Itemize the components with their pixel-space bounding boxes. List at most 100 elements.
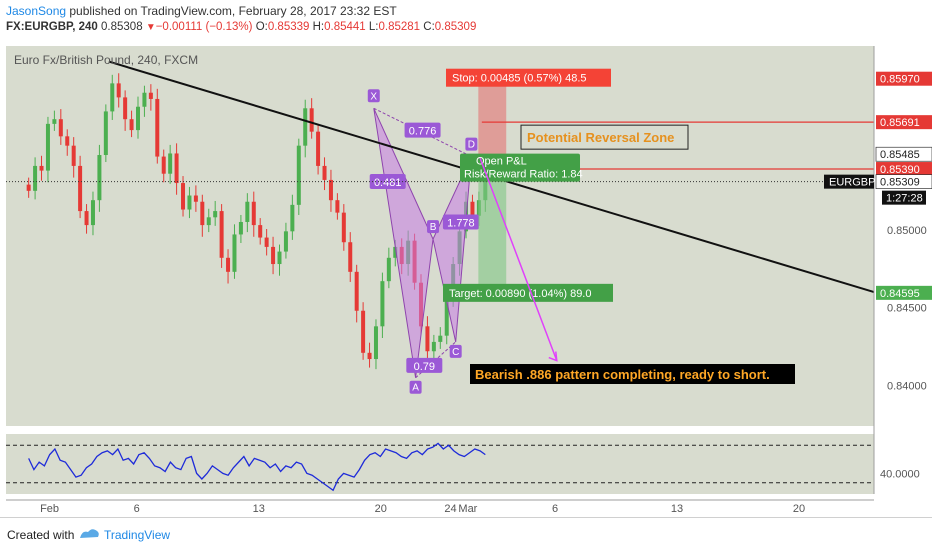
candle-body [335, 200, 340, 213]
high-label: H: [312, 21, 325, 33]
projection-arrow-line [479, 157, 558, 361]
pattern-point-label: A [409, 380, 422, 394]
price-label-bg [876, 71, 932, 86]
candle-body [373, 326, 378, 360]
candle-body [116, 83, 121, 98]
pattern-ratio-text: 0.79 [414, 361, 435, 373]
candle-body [367, 352, 372, 360]
price-tick-label: 0.84000 [887, 381, 927, 393]
price-label-text: 0.85691 [880, 117, 920, 129]
projection-arrow-head-icon [548, 351, 558, 362]
candle-body [213, 211, 218, 218]
low-label: L: [368, 21, 379, 33]
publish-line: JasonSong published on TradingView.com, … [6, 4, 397, 18]
candle-body [296, 145, 301, 205]
pattern-point-label: X [367, 89, 380, 103]
candle-body [187, 195, 192, 210]
stop-label: Stop: 0.00485 (0.57%) 48.5 [452, 73, 587, 85]
candle-body [380, 281, 385, 327]
candle-body [258, 225, 263, 238]
price-label-text: 0.85970 [880, 74, 920, 86]
pattern-point-label: C [449, 344, 462, 358]
rsi-line [28, 442, 486, 492]
target-label: Target: 0.00890 (1.04%) 89.0 [449, 288, 591, 300]
candle-body [45, 123, 50, 171]
candle-body [90, 200, 95, 226]
candle-body [123, 97, 128, 120]
pattern-point-text: X [370, 91, 377, 102]
chart-header: JasonSong published on TradingView.com, … [0, 0, 932, 38]
candle-body [97, 155, 102, 201]
candle-body [271, 246, 276, 265]
candle-body [78, 165, 83, 212]
candle-body [39, 165, 44, 171]
price-label-bg [875, 174, 932, 189]
candle-body [84, 211, 89, 226]
open-pl-bg [460, 153, 580, 182]
time-tick-label: 24 [444, 503, 456, 515]
close-value: 0.85309 [434, 21, 477, 33]
candle-body [277, 251, 282, 265]
candle-body [52, 119, 57, 124]
time-tick-label: Mar [458, 503, 477, 515]
candle-body [103, 111, 108, 156]
reversal-zone-label: Potential Reversal Zone [527, 130, 674, 145]
candle-body [135, 106, 140, 131]
candle-body [341, 212, 346, 243]
open-value: 0.85339 [267, 21, 310, 33]
time-tick-label: Feb [40, 503, 59, 515]
candle-body [26, 184, 31, 191]
author-link[interactable]: JasonSong [6, 4, 67, 18]
pattern-ratio-badge [406, 357, 443, 373]
candle-body [361, 310, 366, 353]
candle-body [251, 201, 256, 226]
symbol-label: FX:EURGBP, 240 [6, 21, 98, 33]
chart-area[interactable]: X A B C D 0.776 0.481 1.778 0.79 Potential Revers… [0, 38, 932, 517]
symbol-tag-bg [824, 174, 874, 189]
time-tick-label: 6 [552, 503, 558, 515]
ohlc-line: FX:EURGBP, 240 0.85308 ▼−0.00111 (−0.13%… [6, 21, 476, 33]
candle-body [238, 221, 243, 235]
stop-label-bg [446, 68, 611, 87]
pattern-ratio-text: 0.776 [409, 126, 437, 138]
price-label-bg [876, 115, 932, 130]
candle-body [303, 108, 308, 146]
price-label-bg [876, 162, 932, 177]
risk-reward-label: Risk/Reward Ratio: 1.84 [464, 169, 583, 181]
candle-body [174, 153, 179, 184]
price-tick-label: 0.85000 [887, 225, 927, 237]
candle-body [148, 92, 153, 99]
candle-body [226, 257, 231, 272]
candle-body [386, 257, 391, 282]
candle-body [322, 165, 327, 180]
high-value: 0.85441 [324, 21, 366, 33]
axes: 0.84000 0.84500 0.85000 Feb 6 13 20 24 Mar 6 13 20 0… [6, 46, 932, 515]
candle-body [65, 136, 70, 146]
candle-body [181, 183, 186, 210]
price-label-bg [875, 146, 932, 162]
candle-body [444, 296, 449, 336]
candle-body [348, 242, 353, 272]
candle-body [142, 92, 147, 107]
footer: Created with TradingView [0, 517, 932, 551]
candle-body [264, 237, 269, 247]
candle-body [245, 201, 250, 222]
price-pane[interactable]: X A B C D 0.776 0.481 1.778 0.79 Potential Revers… [6, 46, 875, 426]
symbol-tag: EURGBP [829, 177, 875, 189]
pattern-ratio-badge [404, 122, 441, 138]
candle-body [58, 119, 63, 137]
candle-body [438, 335, 443, 342]
candle-body [193, 195, 198, 202]
tradingview-logo-icon [80, 529, 99, 538]
candle-body [309, 108, 314, 132]
pattern-point-text: D [468, 140, 475, 151]
rsi-pane[interactable] [6, 434, 874, 494]
time-tick-label: 13 [253, 503, 265, 515]
tradingview-link[interactable]: TradingView [104, 528, 171, 542]
price-label-text: 0.84595 [880, 288, 920, 300]
target-label-bg [443, 283, 613, 302]
candle-body [470, 201, 475, 216]
pattern-point-text: A [412, 383, 419, 394]
reversal-zone-box [520, 124, 689, 150]
candle-body [393, 246, 398, 258]
